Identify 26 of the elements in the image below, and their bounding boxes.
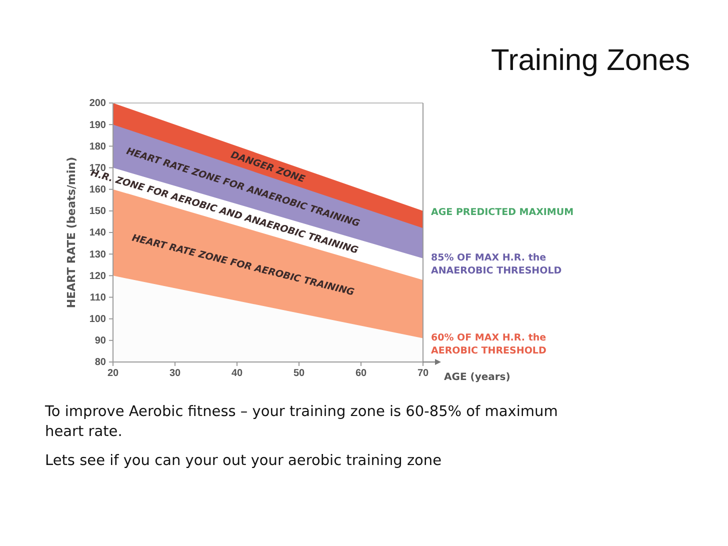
text: 85% OF MAX H.R. the ANAEROBIC THRESHOLD — [431, 252, 562, 276]
y-tick-label: 110 — [90, 292, 106, 304]
x-tick-label: 50 — [293, 368, 305, 380]
y-axis-title: HEART RATE (beats/min) — [65, 156, 78, 308]
text: To improve Aerobic fitness – your training zone is 60-85% of maximum heart rate. — [45, 403, 559, 442]
x-tick-label: 30 — [169, 368, 181, 380]
y-tick-label: 160 — [89, 184, 106, 196]
text: 60% OF MAX H.R. the AEROBIC THRESHOLD — [431, 332, 546, 356]
y-tick-label: 190 — [89, 120, 106, 131]
y-tick-label: 100 — [89, 314, 106, 326]
y-tick-label: 120 — [89, 270, 106, 282]
text: Lets see if you can your out your aerobic training zone — [45, 452, 443, 471]
x-tick-label: 40 — [231, 368, 243, 380]
x-tick-label: 60 — [355, 368, 367, 380]
x-tick-label: 20 — [107, 368, 119, 380]
y-tick-label: 80 — [94, 357, 106, 368]
y-tick-label: 130 — [89, 249, 106, 260]
y-tick-label: 140 — [89, 228, 106, 239]
text: AGE PREDICTED MAXIMUM — [431, 206, 574, 218]
x-axis-title: AGE (years) — [444, 372, 510, 383]
y-tick-label: 180 — [89, 141, 106, 152]
text: Training Zones — [491, 44, 690, 77]
x-tick-label: 70 — [417, 368, 429, 380]
y-tick-label: 150 — [89, 206, 106, 218]
y-tick-label: 90 — [94, 336, 106, 347]
y-tick-label: 200 — [89, 98, 106, 110]
